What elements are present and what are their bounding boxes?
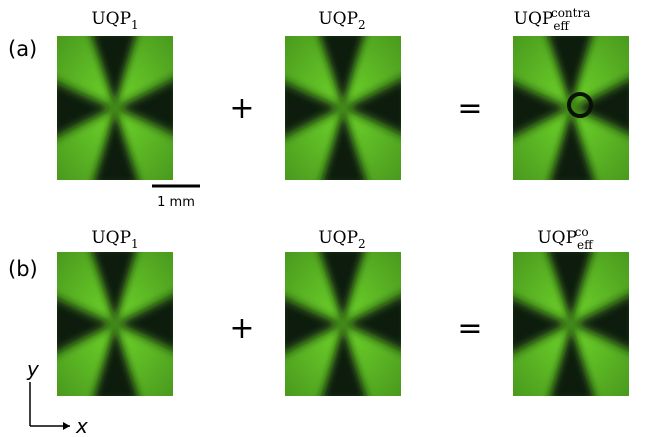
operator: + bbox=[229, 91, 254, 126]
panel-label: UQP1 bbox=[91, 9, 138, 32]
figure: (a) UQP1 UQP2 UQPeffcontra + = 1 mm (b) … bbox=[0, 0, 660, 437]
operator: = bbox=[457, 91, 482, 126]
panel-label: UQP1 bbox=[91, 228, 138, 251]
micrograph bbox=[51, 245, 179, 403]
panel-label: UQPeffcontra bbox=[514, 6, 591, 33]
micrograph bbox=[51, 29, 179, 187]
row-label: (a) bbox=[8, 37, 37, 61]
row-label: (b) bbox=[8, 257, 38, 281]
micrograph bbox=[279, 245, 407, 403]
panel-label: UQP2 bbox=[318, 228, 365, 251]
scale-label: 1 mm bbox=[157, 195, 195, 210]
operator: + bbox=[229, 311, 254, 346]
axis-y-label: y bbox=[26, 357, 40, 381]
operator: = bbox=[457, 311, 482, 346]
panel-label: UQPeffco bbox=[537, 225, 594, 252]
axis-x-label: x bbox=[75, 414, 88, 437]
arrow-head bbox=[63, 422, 70, 430]
micrograph bbox=[507, 245, 635, 403]
micrograph bbox=[279, 29, 407, 187]
panel-label: UQP2 bbox=[318, 9, 365, 32]
